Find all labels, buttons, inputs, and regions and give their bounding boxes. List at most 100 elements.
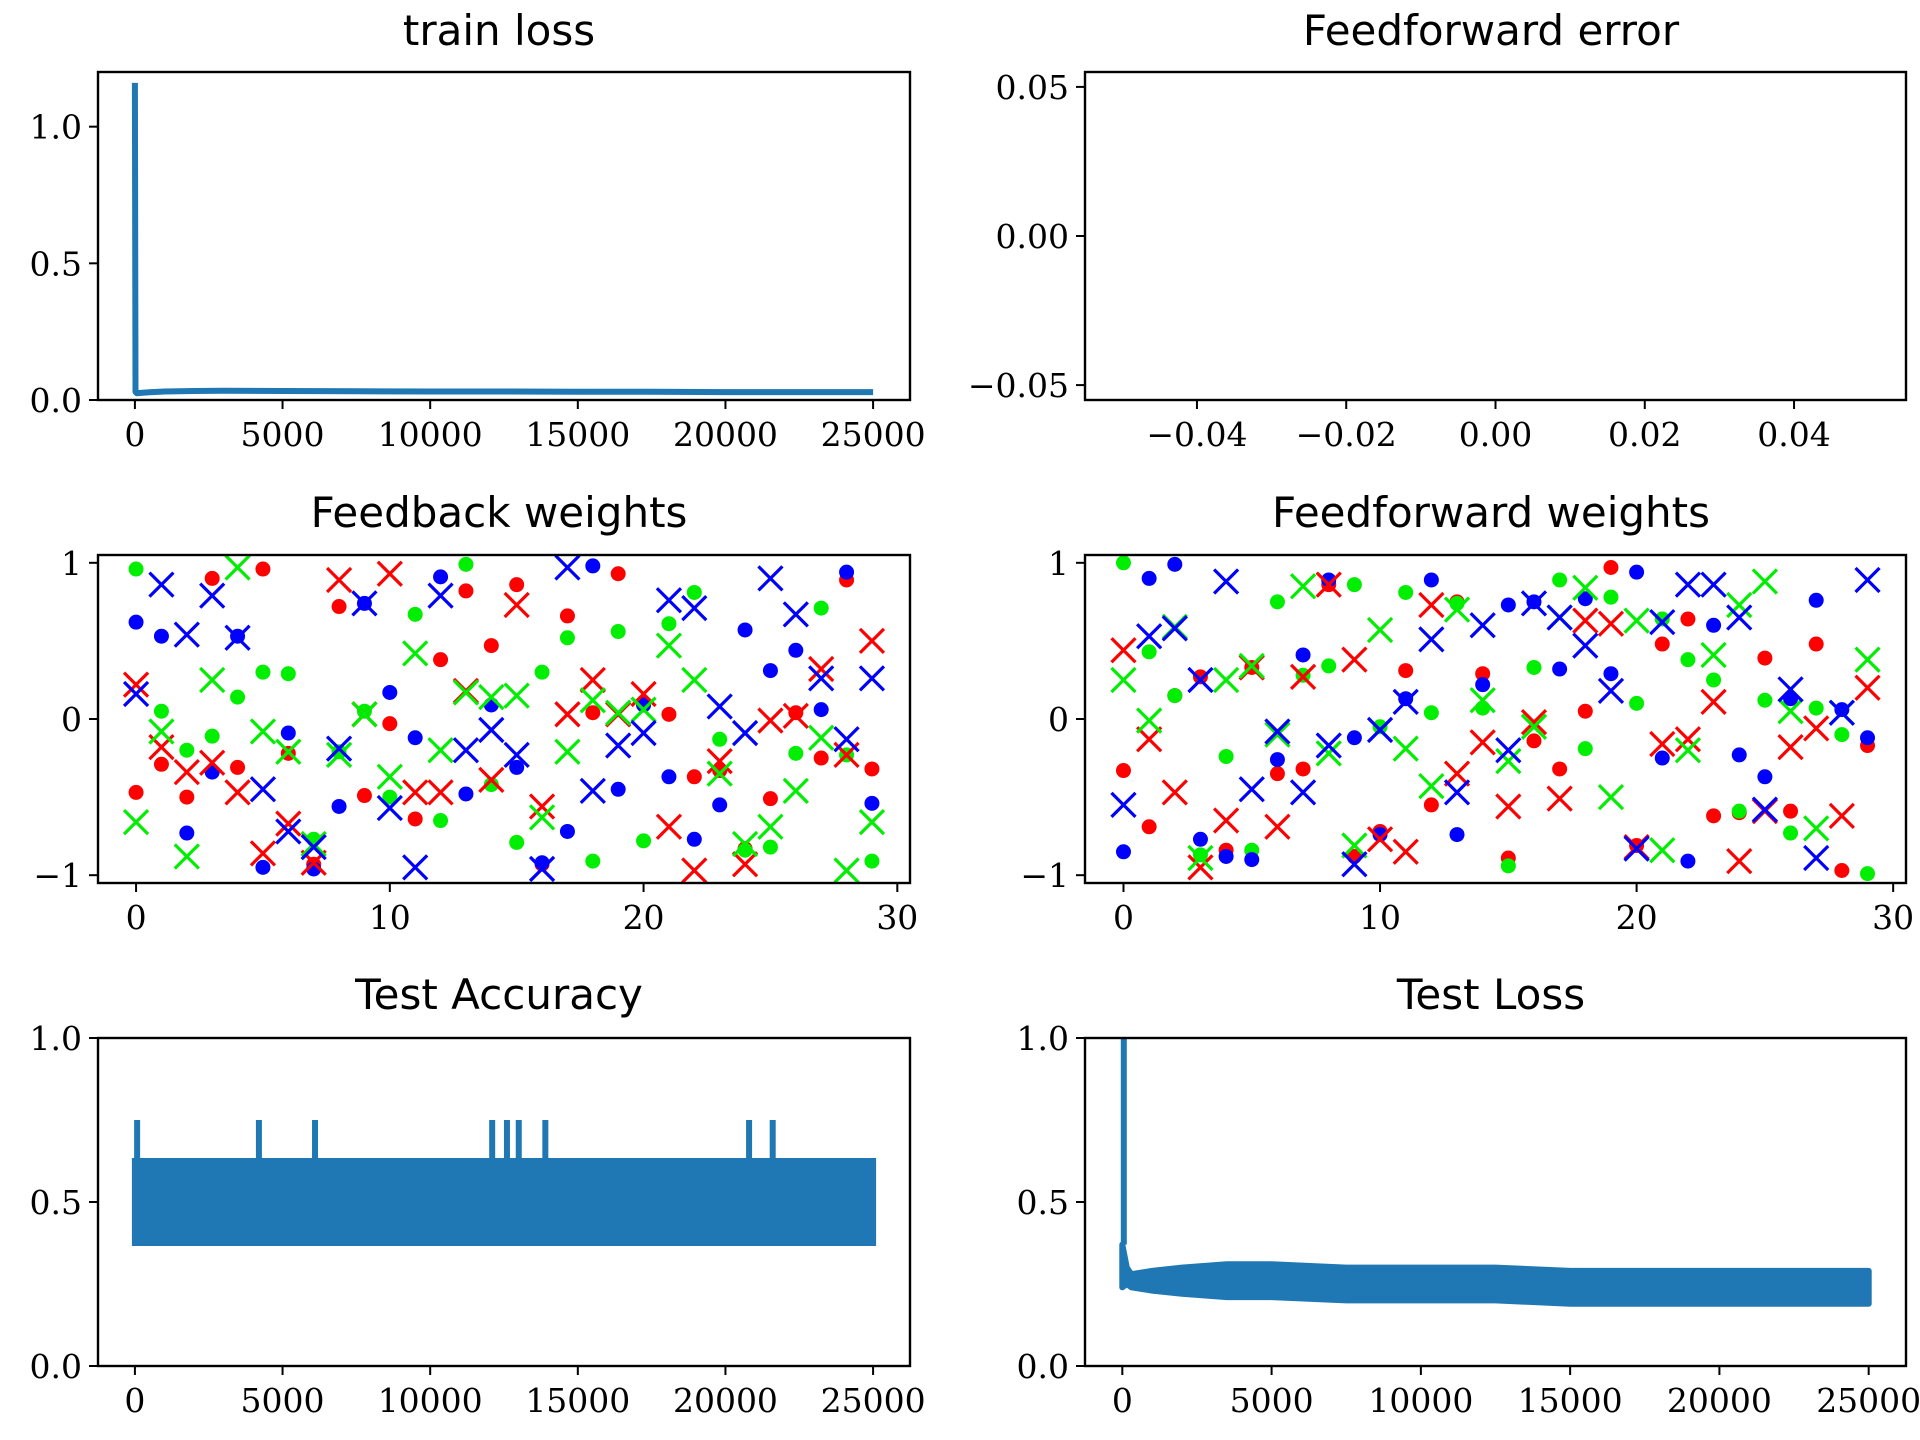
scatter-dot [1192, 669, 1208, 685]
scatter-cross [808, 724, 835, 751]
scatter-cross [427, 582, 454, 609]
plot-marks [131, 82, 874, 397]
scatter-cross [1674, 571, 1702, 598]
scatter-dot [153, 756, 169, 772]
scatter-cross [1495, 793, 1522, 820]
scatter-cross [1726, 848, 1753, 875]
scatter-cross [1700, 688, 1727, 715]
chart-title: Feedforward weights [1272, 488, 1710, 537]
scatter-dot [610, 566, 626, 582]
scatter-dot [1475, 666, 1491, 682]
scatter-dot [661, 769, 677, 785]
scatter-dot [1449, 827, 1465, 843]
scatter-cross [1777, 733, 1804, 761]
scatter-cross [782, 601, 809, 628]
scatter-dot [509, 834, 525, 850]
panel-test-accuracy: Test Accuracy 0 5000 10000 15000 20000 250000… [30, 970, 926, 1420]
scatter-dot [407, 730, 423, 746]
scatter-cross [1264, 813, 1291, 840]
scatter-dot [813, 600, 829, 616]
scatter-dot [1757, 692, 1773, 708]
scatter-cross [503, 591, 530, 619]
scatter-dot [356, 788, 372, 804]
scatter-dot [1269, 752, 1285, 768]
scatter-cross [833, 857, 860, 883]
scatter-dot [788, 705, 804, 721]
x-tick-label: 25000 [821, 1381, 926, 1420]
scatter-dot [762, 791, 778, 807]
scatter-dot [179, 825, 195, 841]
scatter-cross [1136, 726, 1163, 753]
plot-area: 0 5000 10000 15000 20000 25000 0.0 0.5 1.0 [30, 70, 926, 454]
panel-train-loss: train loss 0 5000 10000 15000 20000 250000.00… [30, 6, 926, 454]
scatter-cross [1315, 571, 1342, 598]
scatter-dot [1577, 591, 1593, 607]
scatter-dot [433, 569, 449, 585]
scatter-dot [1295, 761, 1311, 777]
scatter-dot [737, 622, 753, 638]
scatter-cross [782, 702, 809, 730]
scatter-cross [173, 758, 200, 786]
scatter-cross [351, 590, 378, 617]
y-tick-label: −1 [1020, 856, 1069, 895]
scatter-dot [1346, 730, 1362, 746]
scatter-cross [1828, 699, 1855, 726]
scatter-cross [300, 830, 327, 858]
scatter-cross [122, 808, 150, 836]
scatter-dot [1731, 803, 1747, 819]
scatter-dot [1475, 677, 1491, 693]
scatter-dot [356, 703, 372, 719]
scatter-dot [1680, 652, 1696, 668]
scatter-dot [1860, 866, 1876, 882]
y-tick-label: 1.0 [1017, 1019, 1069, 1058]
scatter-cross [351, 701, 378, 728]
scatter-dot [1706, 617, 1722, 633]
scatter-cross [1726, 591, 1753, 619]
x-tick-label: 20000 [673, 1381, 778, 1420]
scatter-dot [1475, 700, 1491, 716]
scatter-cross [1469, 729, 1496, 756]
scatter-cross [528, 855, 556, 883]
scatter-cross [503, 741, 530, 769]
scatter-cross [1828, 802, 1855, 829]
scatter-dot [1115, 763, 1131, 779]
scatter-cross [1418, 591, 1445, 619]
scatter-dot [1141, 570, 1157, 586]
scatter-cross [224, 555, 251, 581]
scatter-cross [808, 665, 835, 692]
scatter-dot [1808, 592, 1824, 608]
y-tick-label: 0.0 [1017, 1347, 1069, 1386]
scatter-dot [686, 769, 702, 785]
scatter-dot [407, 606, 423, 622]
scatter-cross [1212, 807, 1240, 834]
scatter-cross [427, 779, 454, 806]
chart-title: Feedforward error [1303, 6, 1680, 55]
scatter-cross [1623, 835, 1650, 862]
x-tick-label: 20 [623, 898, 665, 937]
x-tick-label: −0.04 [1146, 415, 1247, 454]
scatter-cross [1443, 779, 1471, 806]
scatter-cross [275, 818, 302, 845]
scatter-cross [1161, 615, 1188, 642]
loss-band [1119, 1241, 1872, 1307]
scatter-cross [1161, 779, 1188, 806]
scatter-cross [249, 840, 277, 867]
scatter-cross [1649, 730, 1676, 758]
scatter-dot [1423, 572, 1439, 588]
scatter-cross [376, 794, 403, 822]
scatter-cross [1392, 735, 1419, 762]
scatter-cross [173, 621, 200, 648]
scatter-cross [1674, 737, 1702, 764]
scatter-cross [1469, 687, 1496, 714]
scatter-cross [1700, 571, 1727, 598]
scatter-cross [1366, 716, 1394, 744]
scatter-dot [407, 811, 423, 827]
scatter-dot [179, 789, 195, 805]
scatter-dot [1808, 700, 1824, 716]
scatter-dot [1731, 747, 1747, 763]
scatter-dot [712, 731, 728, 747]
scatter-dot [280, 666, 296, 682]
scatter-cross [1315, 732, 1342, 759]
scatter-cross [1392, 838, 1419, 865]
scatter-dot [230, 689, 246, 705]
